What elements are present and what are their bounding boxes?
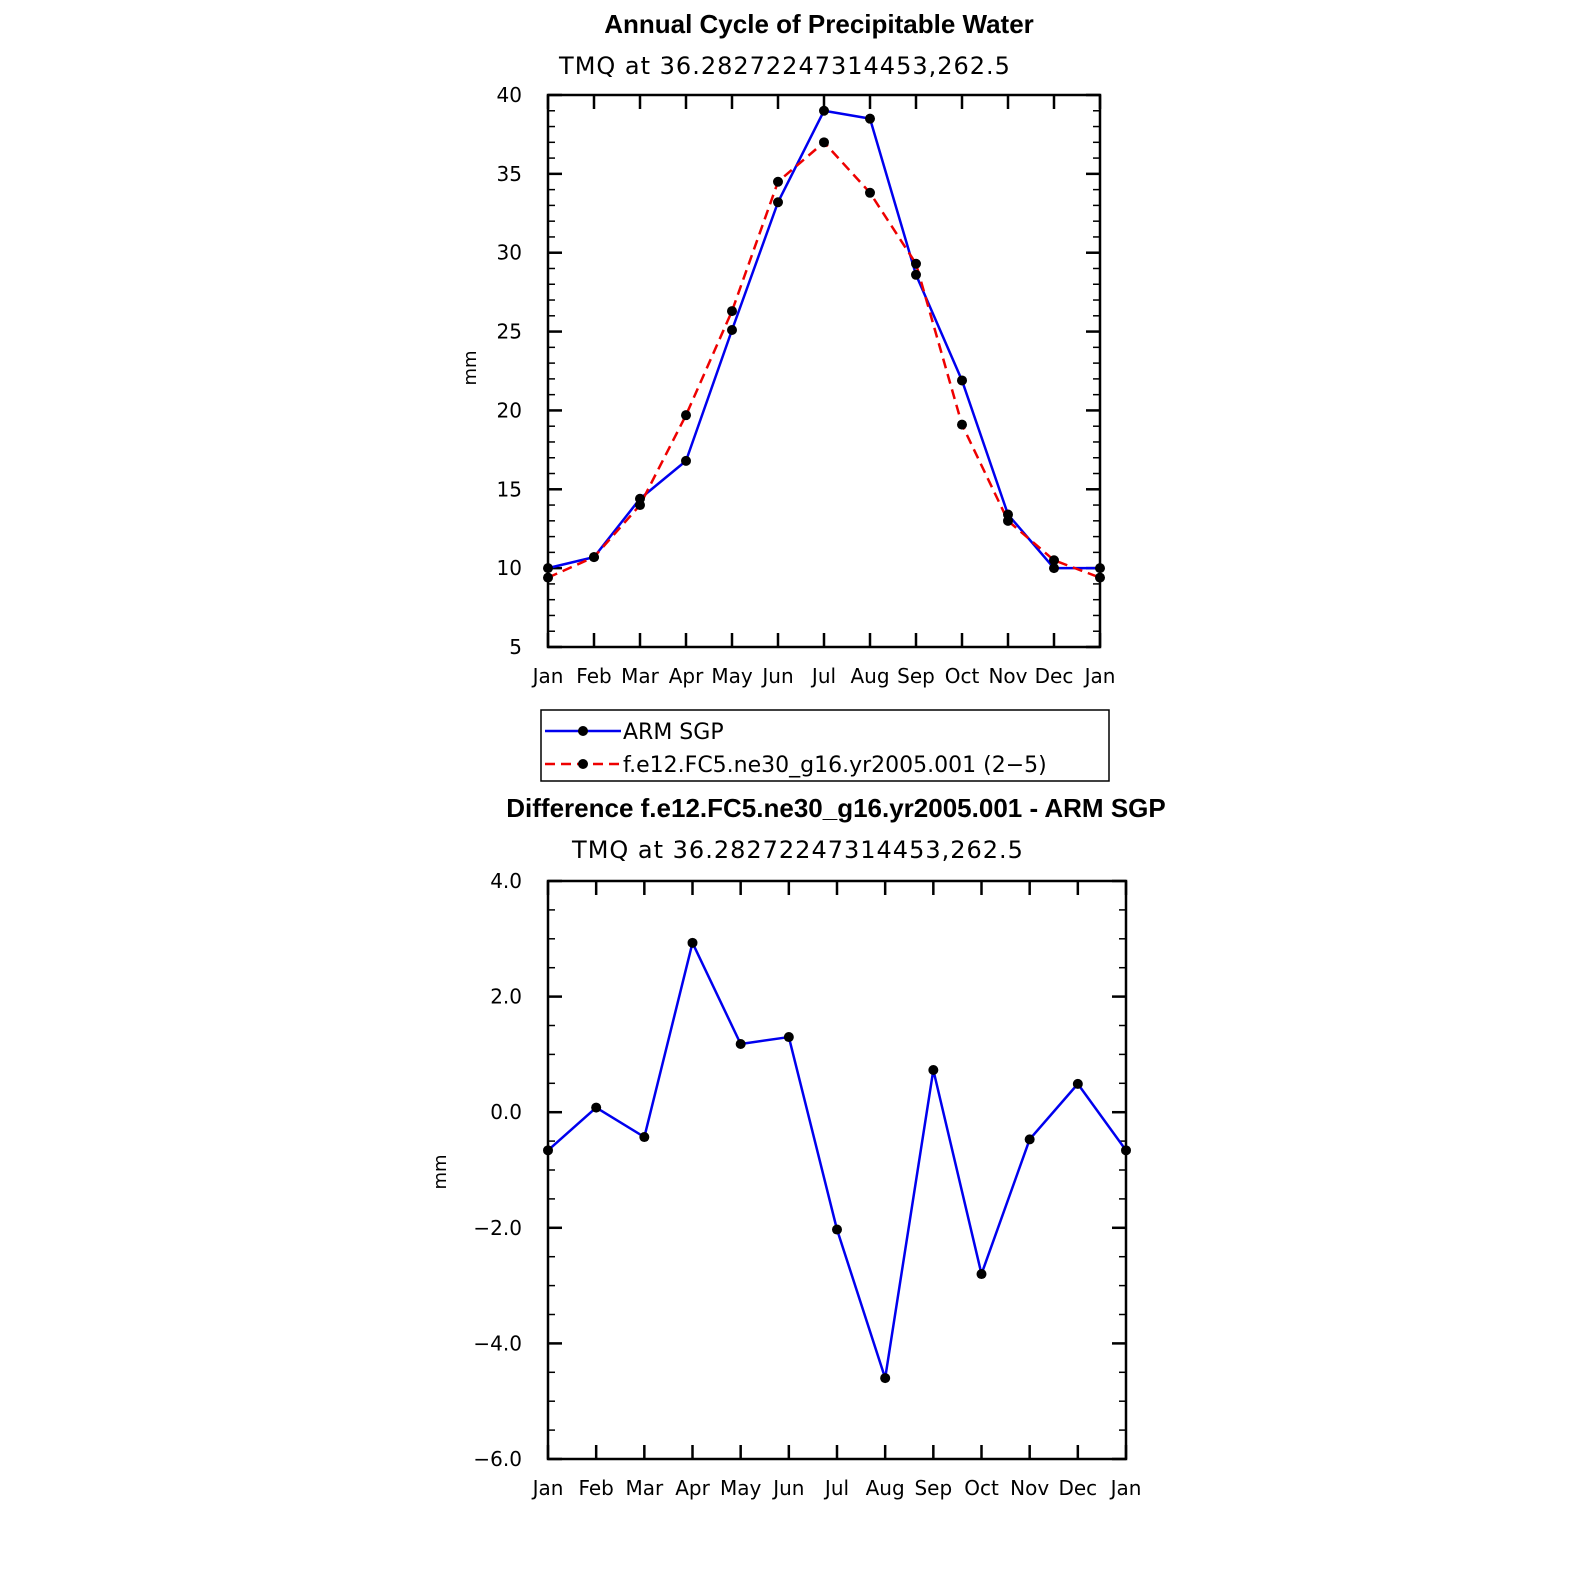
x-tick-label: Dec bbox=[1035, 664, 1074, 688]
y-tick-label: 5 bbox=[509, 635, 522, 659]
annual-cycle-chart: Annual Cycle of Precipitable Water TMQ a… bbox=[460, 9, 1115, 688]
x-tick-label: May bbox=[711, 664, 753, 688]
chart-subtitle: TMQ at 36.28272247314453,262.5 bbox=[571, 836, 1024, 864]
series-line-a bbox=[547, 941, 1128, 1380]
y-tick-label: 35 bbox=[497, 162, 522, 186]
data-point bbox=[773, 197, 783, 208]
x-tick-label: Jun bbox=[760, 664, 793, 688]
data-point bbox=[1003, 515, 1013, 526]
data-point bbox=[1024, 1134, 1035, 1145]
x-tick-label: Jul bbox=[823, 1476, 849, 1500]
y-tick-label: 4.0 bbox=[490, 869, 522, 893]
chart-title: Difference f.e12.FC5.ne30_g16.yr2005.001… bbox=[506, 793, 1165, 823]
legend-entry-arm: ARM SGP bbox=[545, 720, 724, 745]
y-tick-label: −4.0 bbox=[473, 1331, 522, 1355]
x-tick-label: Feb bbox=[576, 664, 611, 688]
data-point bbox=[591, 1102, 602, 1113]
data-point bbox=[735, 1038, 746, 1049]
y-tick-label: 2.0 bbox=[490, 985, 522, 1009]
x-tick-label: Feb bbox=[578, 1476, 613, 1500]
y-tick-label: 0.0 bbox=[490, 1100, 522, 1124]
x-tick-label: Jan bbox=[1109, 1476, 1142, 1500]
legend-entry-model: f.e12.FC5.ne30_g16.yr2005.001 (2−5) bbox=[545, 753, 1047, 778]
x-tick-label: Mar bbox=[621, 664, 660, 688]
data-point bbox=[727, 306, 737, 317]
x-tick-label: Aug bbox=[850, 664, 889, 688]
y-tick-label: 30 bbox=[497, 241, 522, 265]
x-tick-label: Nov bbox=[1010, 1476, 1049, 1500]
data-point bbox=[1049, 555, 1059, 566]
x-tick-label: Dec bbox=[1058, 1476, 1097, 1500]
y-tick-label: 10 bbox=[497, 556, 522, 580]
x-tick-label: Mar bbox=[625, 1476, 664, 1500]
data-point bbox=[819, 105, 829, 116]
x-tick-label: Jan bbox=[1083, 664, 1116, 688]
x-tick-label: Oct bbox=[964, 1476, 999, 1500]
data-point bbox=[681, 455, 691, 466]
data-point bbox=[687, 937, 698, 948]
x-tick-label: Apr bbox=[675, 1476, 710, 1500]
data-point bbox=[928, 1065, 939, 1076]
x-tick-label: Jan bbox=[531, 1476, 564, 1500]
legend-label-model: f.e12.FC5.ne30_g16.yr2005.001 (2−5) bbox=[623, 753, 1047, 778]
series-layer bbox=[543, 105, 1105, 583]
legend-marker-arm bbox=[578, 726, 588, 736]
difference-chart: Difference f.e12.FC5.ne30_g16.yr2005.001… bbox=[430, 793, 1166, 1500]
y-tick-label: 25 bbox=[497, 320, 522, 344]
tick-marks bbox=[546, 93, 1102, 649]
y-axis-label: mm bbox=[460, 350, 481, 385]
legend: ARM SGP f.e12.FC5.ne30_g16.yr2005.001 (2… bbox=[540, 709, 1110, 782]
chart-subtitle: TMQ at 36.28272247314453,262.5 bbox=[558, 52, 1011, 80]
y-axis-label: mm bbox=[430, 1154, 451, 1189]
series-line-a bbox=[547, 109, 1100, 570]
data-point bbox=[783, 1032, 794, 1043]
legend-box bbox=[540, 709, 1110, 782]
legend-marker-model bbox=[578, 759, 588, 769]
data-point bbox=[976, 1269, 987, 1280]
tick-marks bbox=[546, 879, 1128, 1461]
x-tick-label: Sep bbox=[914, 1476, 952, 1500]
data-point bbox=[589, 552, 599, 563]
x-tick-label: Aug bbox=[866, 1476, 905, 1500]
legend-label-arm: ARM SGP bbox=[623, 720, 724, 745]
x-tick-label: Nov bbox=[988, 664, 1027, 688]
data-point bbox=[639, 1132, 650, 1143]
data-point bbox=[832, 1224, 842, 1235]
data-point bbox=[911, 269, 921, 280]
data-point bbox=[819, 137, 829, 148]
data-point bbox=[635, 500, 645, 511]
x-tick-label: Jun bbox=[771, 1476, 804, 1500]
x-tick-label: Jul bbox=[810, 664, 836, 688]
y-tick-labels: 5 10 15 20 25 30 35 40 bbox=[497, 83, 522, 659]
data-point bbox=[880, 1373, 891, 1384]
y-tick-labels: −6.0 −4.0 −2.0 0.0 2.0 4.0 bbox=[473, 869, 522, 1471]
data-point bbox=[727, 324, 737, 335]
x-tick-label: Jan bbox=[531, 664, 564, 688]
data-point bbox=[911, 258, 921, 269]
x-tick-labels: Jan Feb Mar Apr May Jun Jul Aug Sep Oct Nov Dec Jan bbox=[531, 664, 1116, 688]
y-tick-label: −2.0 bbox=[473, 1216, 522, 1240]
data-point bbox=[681, 410, 691, 421]
x-tick-label: May bbox=[720, 1476, 762, 1500]
data-point bbox=[957, 375, 967, 386]
x-tick-label: Sep bbox=[897, 664, 935, 688]
x-tick-label: Apr bbox=[669, 664, 704, 688]
series-layer bbox=[543, 937, 1131, 1384]
plot-frame bbox=[546, 879, 1128, 1461]
data-point bbox=[865, 187, 875, 198]
y-tick-label: 40 bbox=[497, 83, 522, 107]
y-tick-label: 20 bbox=[497, 398, 522, 422]
data-point bbox=[1072, 1078, 1083, 1089]
chart-title: Annual Cycle of Precipitable Water bbox=[604, 9, 1034, 39]
data-point bbox=[773, 176, 783, 187]
x-tick-label: Oct bbox=[945, 664, 980, 688]
x-tick-labels: Jan Feb Mar Apr May Jun Jul Aug Sep Oct Nov Dec Jan bbox=[531, 1476, 1142, 1500]
data-point bbox=[1049, 563, 1059, 574]
y-tick-label: −6.0 bbox=[473, 1447, 522, 1471]
data-point bbox=[865, 113, 875, 124]
y-tick-label: 15 bbox=[497, 477, 522, 501]
data-point bbox=[957, 419, 967, 430]
plot-frame bbox=[546, 93, 1102, 649]
